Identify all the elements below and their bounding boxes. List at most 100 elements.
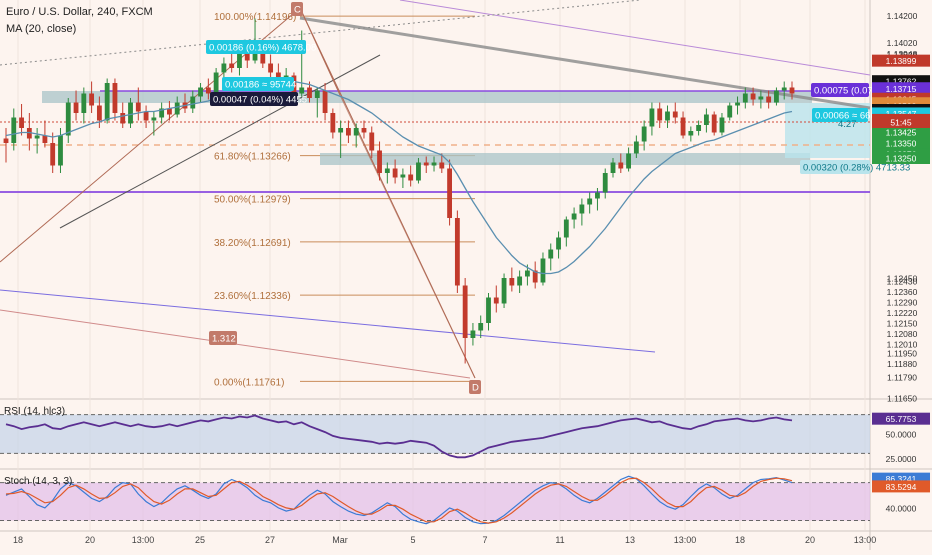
- time-tick-label: 11: [555, 535, 564, 545]
- price-tick-label: 1.11950: [887, 349, 917, 359]
- candle-body: [307, 87, 312, 98]
- pattern-point-c-bg: [291, 2, 303, 16]
- candle: [392, 159, 398, 184]
- candle: [610, 158, 616, 178]
- candle-body: [781, 87, 787, 91]
- pattern-ratio-label-text: 1.312: [212, 334, 236, 345]
- measure-label-text: 0.00320 (0.28%) 4713.33: [803, 163, 910, 174]
- stoch-value-tag-bg: [872, 480, 930, 493]
- candle: [493, 285, 499, 313]
- candle-body: [509, 278, 515, 286]
- price-tag-text: 1.13762: [886, 77, 917, 87]
- fib-level-label: 61.80%(1.13266): [214, 152, 291, 163]
- candle-body: [198, 87, 203, 97]
- candle-body: [361, 128, 367, 133]
- candle: [750, 87, 756, 106]
- rsi-tick-label: 25.0000: [886, 454, 917, 464]
- candle-body: [229, 63, 235, 68]
- resistance-zone: [42, 91, 812, 103]
- candle-body: [167, 108, 172, 115]
- candle-body: [159, 108, 165, 118]
- candle: [540, 252, 546, 286]
- measure-label-bg: [812, 108, 868, 122]
- price-tag-bg: [872, 125, 930, 138]
- candle-body: [462, 285, 468, 338]
- price-tag-bg: [872, 137, 930, 149]
- time-tick-label: 20: [805, 535, 815, 545]
- candle: [462, 278, 468, 364]
- candle: [11, 108, 17, 151]
- candle-body: [563, 219, 569, 238]
- indicator-label: MA (20, close): [6, 23, 76, 35]
- price-tick-label: 1.12360: [887, 287, 918, 297]
- candle-body: [517, 276, 523, 286]
- fib-level-label: 0.00%(1.11761): [214, 377, 284, 388]
- chart-title: Euro / U.S. Dollar, 240, FXCM: [6, 6, 153, 18]
- measure-label-text: 0.00075 (0.07%) 4450: [814, 86, 908, 97]
- candles-layer: [3, 18, 795, 364]
- candle-body: [595, 192, 600, 199]
- price-tick-label: 1.12080: [887, 329, 918, 339]
- price-tag: 1.13899: [872, 54, 930, 67]
- candle-body: [618, 162, 624, 169]
- time-tick-label: 18: [13, 535, 23, 545]
- candle: [602, 168, 608, 199]
- measure-label-text: 0.00066 ≈ 66666: [815, 111, 886, 122]
- fib-level-label: 38.20%(1.12691): [214, 238, 291, 249]
- candle: [65, 98, 71, 143]
- candle: [509, 267, 515, 292]
- rsi-title: RSI (14, hlc3): [4, 406, 65, 417]
- candle-body: [314, 90, 320, 98]
- candle: [42, 120, 48, 148]
- lower-channel-line: [0, 289, 656, 353]
- stoch-k-line: [5, 475, 793, 525]
- candle: [501, 273, 507, 308]
- harmonic-pattern-line: [299, 7, 341, 96]
- measure-label-bg: [210, 92, 298, 106]
- price-tick-label: 1.12430: [887, 277, 918, 287]
- candle: [579, 198, 585, 226]
- candle-body: [346, 128, 351, 136]
- candle-body: [392, 168, 398, 178]
- candle-body: [501, 278, 507, 304]
- candle-body: [649, 108, 655, 127]
- candle-body: [120, 113, 126, 124]
- candle-body: [244, 53, 250, 61]
- price-tick-label: 1.12150: [887, 319, 918, 329]
- candle: [626, 147, 631, 172]
- measure-label: 0.00075 (0.07%) 4450: [811, 83, 908, 97]
- candle-body: [665, 111, 670, 121]
- candle: [384, 162, 390, 184]
- candle: [696, 120, 702, 136]
- pattern-point-d: D: [469, 380, 481, 394]
- candle: [470, 323, 476, 346]
- candle-body: [548, 249, 554, 259]
- candle: [34, 128, 40, 154]
- candle: [727, 102, 733, 121]
- candle-body: [299, 87, 305, 94]
- price-tag: 1.13425: [872, 125, 930, 138]
- price-tick-label: 1.11880: [887, 359, 917, 369]
- candle-body: [610, 162, 616, 173]
- candle-body: [478, 323, 484, 331]
- candle-body: [758, 96, 764, 100]
- candle: [330, 108, 336, 139]
- candle-body: [688, 131, 694, 136]
- measure-label: 0.00186 (0.16%) 4678.08: [206, 40, 316, 54]
- candle: [198, 83, 203, 103]
- candle: [532, 261, 538, 289]
- candle-body: [696, 125, 702, 131]
- pattern-point-d-text: D: [472, 383, 479, 394]
- measure-label-text: 0.00186 (0.16%) 4678.08: [209, 43, 316, 54]
- harmonic-pattern-line: [339, 94, 476, 379]
- time-tick-label: 25: [195, 535, 205, 545]
- moving-average-layer: [5, 79, 793, 275]
- candle-body: [493, 297, 499, 304]
- channel-line: [399, 0, 871, 76]
- candle: [3, 128, 9, 163]
- candle-body: [151, 117, 157, 121]
- candle-body: [657, 108, 663, 121]
- price-tick-label: 1.12220: [887, 308, 918, 318]
- candle: [377, 141, 382, 181]
